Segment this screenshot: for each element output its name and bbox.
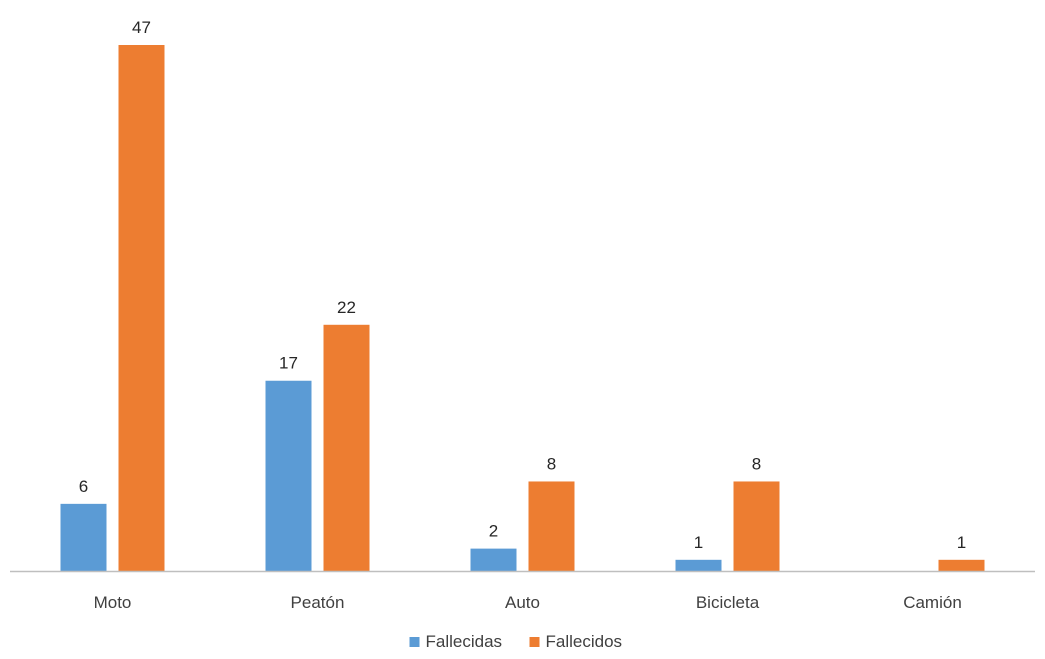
bar-fallecidas-peatón bbox=[265, 380, 312, 571]
legend-swatch-fallecidas bbox=[409, 637, 420, 647]
data-label-fallecidos-auto: 8 bbox=[547, 454, 556, 473]
bar-fallecidos-camión bbox=[938, 559, 985, 571]
data-label-fallecidas-peatón: 17 bbox=[279, 354, 298, 373]
x-tick-labels-group: Moto Peatón Auto Bicicleta Camión bbox=[94, 593, 962, 612]
bar-fallecidos-peatón bbox=[323, 324, 370, 571]
bar-fallecidos-moto bbox=[118, 45, 165, 571]
bar-fallecidas-auto bbox=[470, 548, 517, 571]
x-tick-label: Auto bbox=[505, 593, 540, 612]
data-label-fallecidas-auto: 2 bbox=[489, 522, 498, 541]
bar-fallecidas-bicicleta bbox=[675, 559, 722, 571]
legend-label-fallecidos: Fallecidos bbox=[546, 632, 623, 651]
legend: Fallecidas Fallecidos bbox=[409, 632, 623, 651]
x-tick-label: Camión bbox=[903, 593, 962, 612]
bars-group bbox=[60, 45, 985, 571]
data-label-fallecidos-bicicleta: 8 bbox=[752, 454, 761, 473]
x-tick-label: Peatón bbox=[291, 593, 345, 612]
data-label-fallecidos-moto: 47 bbox=[132, 18, 151, 37]
data-label-fallecidas-moto: 6 bbox=[79, 477, 88, 496]
data-label-fallecidos-camión: 1 bbox=[957, 533, 966, 552]
bar-fallecidas-moto bbox=[60, 503, 107, 571]
x-tick-label: Bicicleta bbox=[696, 593, 760, 612]
legend-swatch-fallecidos bbox=[529, 637, 540, 647]
data-label-fallecidos-peatón: 22 bbox=[337, 298, 356, 317]
x-tick-label: Moto bbox=[94, 593, 132, 612]
legend-label-fallecidas: Fallecidas bbox=[426, 632, 503, 651]
bar-fallecidos-auto bbox=[528, 481, 575, 571]
bar-fallecidos-bicicleta bbox=[733, 481, 780, 571]
data-label-fallecidas-bicicleta: 1 bbox=[694, 533, 703, 552]
